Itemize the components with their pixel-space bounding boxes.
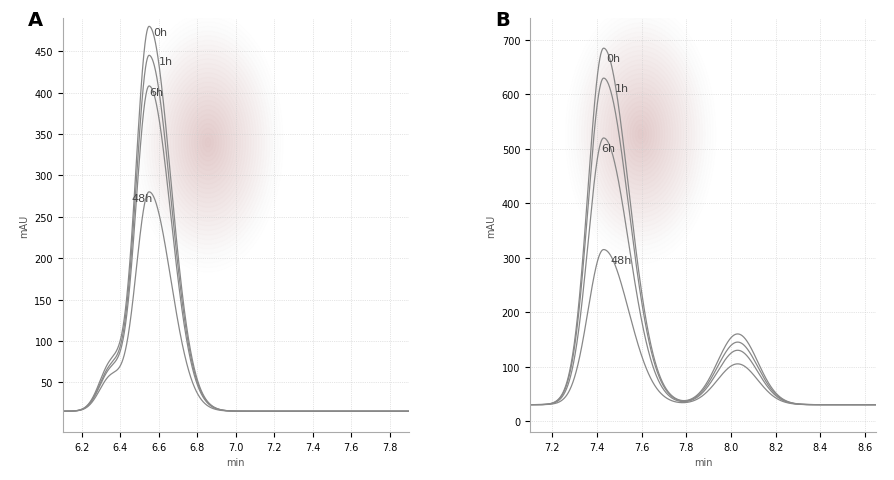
Text: 48h: 48h [611, 255, 632, 265]
Y-axis label: mAU: mAU [19, 214, 29, 237]
Text: 48h: 48h [131, 193, 153, 204]
Text: 1h: 1h [615, 84, 629, 94]
Y-axis label: mAU: mAU [486, 214, 496, 237]
Text: 0h: 0h [153, 28, 167, 38]
Text: A: A [28, 11, 43, 30]
Text: 6h: 6h [602, 144, 616, 154]
Text: 0h: 0h [606, 54, 620, 64]
X-axis label: min: min [694, 457, 713, 467]
X-axis label: min: min [226, 457, 245, 467]
Text: 1h: 1h [159, 57, 173, 67]
Text: B: B [495, 11, 510, 30]
Text: 6h: 6h [149, 88, 164, 97]
